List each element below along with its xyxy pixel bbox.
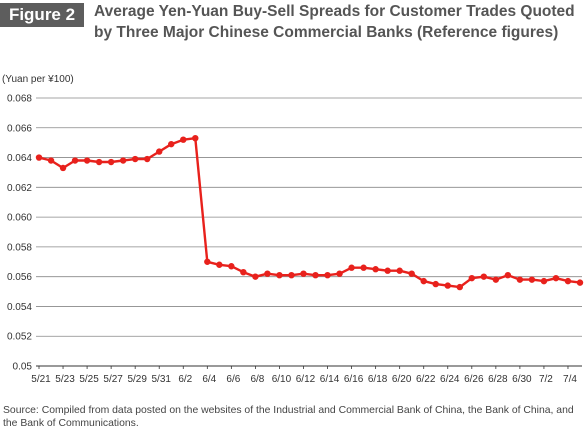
data-point xyxy=(180,136,187,143)
data-point xyxy=(95,158,103,166)
data-point xyxy=(47,157,55,164)
x-tick-label: 6/10 xyxy=(272,374,292,385)
data-point xyxy=(276,271,283,279)
series-line xyxy=(38,136,581,289)
data-point xyxy=(144,155,151,163)
x-tick-label: 6/8 xyxy=(250,374,264,385)
data-point xyxy=(492,276,500,283)
y-axis-label: (Yuan per ¥100) xyxy=(2,74,74,85)
data-point xyxy=(156,148,163,155)
y-tick-label: 0.058 xyxy=(7,242,32,253)
data-point xyxy=(396,267,403,274)
data-point xyxy=(360,264,367,271)
data-point xyxy=(204,258,211,265)
y-tick-label: 0.062 xyxy=(7,183,32,194)
x-tick-label: 5/21 xyxy=(31,374,51,385)
data-point xyxy=(324,271,331,279)
data-point xyxy=(384,267,391,274)
data-point xyxy=(336,270,343,277)
x-tick-label: 6/14 xyxy=(320,374,340,385)
data-point xyxy=(35,154,43,161)
data-point xyxy=(312,271,319,279)
x-tick-label: 5/29 xyxy=(127,374,147,385)
y-tick-label: 0.068 xyxy=(7,94,32,105)
data-point xyxy=(540,277,548,285)
x-tick-label: 6/18 xyxy=(368,374,388,385)
y-tick-label: 0.052 xyxy=(7,332,32,343)
data-point xyxy=(71,157,79,164)
data-point xyxy=(252,273,259,280)
y-tick-label: 0.054 xyxy=(7,302,32,313)
data-point xyxy=(59,164,67,172)
figure-label-badge: Figure 2 xyxy=(0,3,84,27)
data-point xyxy=(83,157,91,164)
data-point xyxy=(480,273,488,280)
data-point xyxy=(348,264,355,271)
x-tick-label: 5/31 xyxy=(151,374,171,385)
data-point xyxy=(432,280,439,288)
x-tick-label: 6/2 xyxy=(178,374,192,385)
data-point xyxy=(444,282,451,289)
source-note: Source: Compiled from data posted on the… xyxy=(3,405,574,429)
data-point xyxy=(372,266,379,273)
data-point xyxy=(119,157,127,164)
data-point xyxy=(264,270,271,277)
x-tick-label: 5/25 xyxy=(79,374,99,385)
chart-title: Average Yen-Yuan Buy-Sell Spreads for Cu… xyxy=(94,3,575,41)
y-tick-labels: 0.05 0.052 0.054 0.056 0.058 0.060 0.062 0.064 0… xyxy=(7,94,32,373)
x-tick-label: 5/27 xyxy=(103,374,123,385)
data-point xyxy=(420,277,427,285)
y-tick-label: 0.060 xyxy=(7,213,32,224)
data-point xyxy=(576,279,584,286)
data-point xyxy=(528,276,536,283)
data-point xyxy=(107,158,115,166)
x-tick-label: 6/30 xyxy=(512,374,532,385)
data-point xyxy=(288,271,295,279)
x-tick-label: 6/6 xyxy=(226,374,240,385)
x-tick-label: 7/4 xyxy=(563,374,577,385)
x-tick-label: 6/4 xyxy=(202,374,216,385)
data-point xyxy=(300,270,307,277)
y-tick-label: 0.056 xyxy=(7,272,32,283)
data-point xyxy=(192,135,199,142)
y-tick-label: 0.064 xyxy=(7,153,32,164)
data-point xyxy=(408,270,415,277)
line-chart: (Yuan per ¥100) 0.05 0.052 0.054 0.056 0.058… xyxy=(2,74,584,385)
x-tick-label: 6/28 xyxy=(488,374,508,385)
data-point xyxy=(216,261,223,268)
data-point xyxy=(240,269,247,276)
x-tick-label: 5/23 xyxy=(55,374,75,385)
data-point xyxy=(564,277,572,285)
data-point xyxy=(456,283,463,291)
data-point xyxy=(468,274,475,282)
series-spread xyxy=(35,135,584,291)
data-point xyxy=(552,274,560,282)
x-tick-label: 6/22 xyxy=(416,374,436,385)
data-point xyxy=(228,263,235,270)
y-tick-label: 0.066 xyxy=(7,123,32,134)
x-tick-labels: 5/21 5/23 5/25 5/27 5/29 5/31 6/2 6/4 6/6 6/8 6/10… xyxy=(31,374,577,385)
data-point xyxy=(131,155,139,163)
x-tick-label: 6/24 xyxy=(440,374,460,385)
data-point xyxy=(168,140,175,148)
gridlines xyxy=(36,97,582,369)
y-tick-label: 0.05 xyxy=(13,362,33,373)
data-point xyxy=(504,271,512,279)
x-tick-label: 6/26 xyxy=(464,374,484,385)
x-tick-label: 6/20 xyxy=(392,374,412,385)
data-point xyxy=(516,276,524,283)
x-tick-label: 7/2 xyxy=(539,374,553,385)
x-tick-label: 6/16 xyxy=(344,374,364,385)
x-tick-label: 6/12 xyxy=(296,374,316,385)
